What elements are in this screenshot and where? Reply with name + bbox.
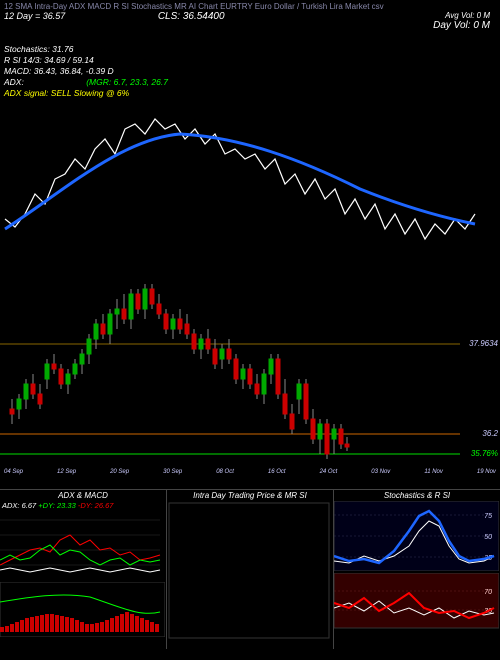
stat-mgr: (MGR: 6.7, 23.3, 26.7	[86, 77, 168, 87]
price-sma-panel	[0, 99, 500, 259]
stat-stoch: Stochastics: 31.76	[4, 44, 496, 55]
adx-title: ADX & MACD	[0, 490, 166, 501]
close-price: CLS: 36.54400	[158, 11, 225, 22]
date-axis: 04 Sep12 Sep20 Sep30 Sep08 Oct16 Oct24 O…	[0, 469, 500, 479]
adx-macd-panel: ADX & MACD ADX: 6.67 +DY: 23.33 -DY: 26.…	[0, 490, 167, 649]
svg-text:75: 75	[484, 513, 492, 520]
candlestick-panel: 37.9634 36.2 35.76% 04 Sep12 Sep20 Sep30…	[0, 259, 500, 489]
instrument-name	[433, 2, 490, 11]
level-label-2: 36.2	[482, 429, 498, 438]
svg-text:50: 50	[484, 534, 492, 541]
chart-header: 12 SMA Intra-Day ADX MACD R SI Stochasti…	[0, 0, 500, 44]
sma-value: 12 Day = 36.57	[4, 11, 65, 21]
stats-block: Stochastics: 31.76 R SI 14/3: 34.69 / 59…	[0, 44, 500, 99]
stat-adx-signal: ADX signal: SELL Slowing @ 6%	[4, 88, 496, 99]
stat-macd: MACD: 36.43, 36.84, -0.39 D	[4, 66, 496, 77]
stoch-rsi-panel: Stochastics & R SI 755025 7030	[334, 490, 500, 649]
avg-vol: Avg Vol: 0 M	[433, 11, 490, 20]
legend-line: 12 SMA Intra-Day ADX MACD R SI Stochasti…	[4, 2, 496, 11]
intra-title: Intra Day Trading Price & MR SI	[167, 490, 333, 501]
level-label-1: 37.9634	[469, 339, 498, 348]
stat-rsi: R SI 14/3: 34.69 / 59.14	[4, 55, 496, 66]
adx-values: ADX: 6.67 +DY: 23.33 -DY: 26.67	[0, 501, 166, 510]
day-vol: Day Vol: 0 M	[433, 20, 490, 31]
level-label-3: 35.76%	[471, 449, 498, 458]
stoch-title: Stochastics & R SI	[334, 490, 500, 501]
stat-adx-label: ADX:	[4, 77, 24, 87]
indicator-row: ADX & MACD ADX: 6.67 +DY: 23.33 -DY: 26.…	[0, 489, 500, 649]
intraday-panel: Intra Day Trading Price & MR SI	[167, 490, 334, 649]
svg-text:70: 70	[484, 589, 492, 596]
